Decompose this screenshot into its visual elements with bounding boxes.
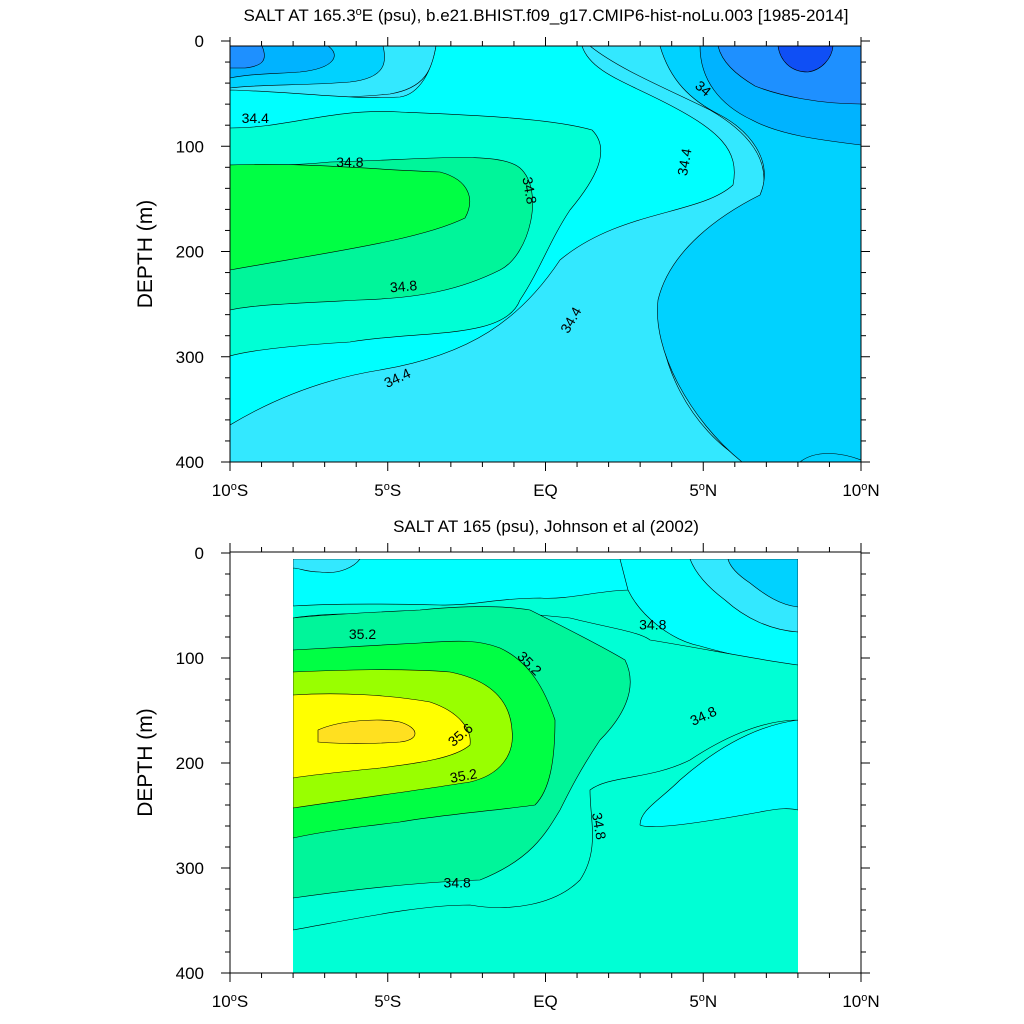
y-tick-label: 400 xyxy=(176,453,204,472)
contour-label: 34.8 xyxy=(589,811,610,841)
x-tick-label: 10oN xyxy=(842,481,879,500)
contour-label: 34.8 xyxy=(389,277,418,295)
panel-2-title: SALT AT 165 (psu), Johnson et al (2002) xyxy=(393,517,699,536)
x-tick-label: EQ xyxy=(533,992,558,1011)
contour-label: 34.4 xyxy=(674,147,695,177)
x-tick-label: 5oS xyxy=(374,481,401,500)
y-tick-label: 300 xyxy=(176,348,204,367)
panel-2-contours xyxy=(293,559,798,973)
salinity-band-34-6 xyxy=(293,559,631,607)
y-axis-label: DEPTH (m) xyxy=(134,200,157,309)
panel-1-title: SALT AT 165.3oE (psu), b.e21.BHIST.f09_g… xyxy=(244,6,849,25)
salinity-band-33-4 xyxy=(777,46,834,73)
salinity-band-34-0 xyxy=(657,46,861,462)
y-tick-label: 100 xyxy=(176,137,204,156)
x-tick-label: 5oN xyxy=(689,992,717,1011)
x-tick-label: 10oS xyxy=(212,992,248,1011)
x-tick-label: EQ xyxy=(533,481,558,500)
x-tick-label: 10oS xyxy=(212,481,248,500)
x-tick-label: 5oS xyxy=(374,992,401,1011)
contour-label: 34.8 xyxy=(444,875,471,891)
y-tick-label: 100 xyxy=(176,649,204,668)
y-tick-label: 200 xyxy=(176,754,204,773)
panel-1-axes: 10oS 5oS EQ 5oN 10oN 0 100 200 300 400 DEPTH (m) xyxy=(134,32,880,500)
panel-observed: SALT AT 165 (psu), Johnson et al (2002) xyxy=(134,517,880,1011)
y-axis-label: DEPTH (m) xyxy=(134,708,157,817)
contour-label: 34.8 xyxy=(519,176,540,206)
y-tick-label: 300 xyxy=(176,859,204,878)
y-tick-label: 200 xyxy=(176,243,204,262)
salinity-band-33-6 xyxy=(230,46,265,69)
salinity-band-34-4 xyxy=(293,559,361,573)
contour-label: 35.2 xyxy=(349,626,376,642)
panel-2-contour-labels: 35.235.234.835.634.835.234.834.8 xyxy=(349,616,719,890)
contour-label: 34.8 xyxy=(639,616,666,632)
salinity-band-35-8 xyxy=(317,719,416,744)
x-tick-label: 10oN xyxy=(842,992,879,1011)
y-tick-label: 400 xyxy=(176,964,204,983)
contour-label: 34.8 xyxy=(336,154,363,170)
y-tick-label: 0 xyxy=(195,32,204,51)
panel-model: SALT AT 165.3oE (psu), b.e21.BHIST.f09_g… xyxy=(134,6,880,500)
x-tick-label: 5oN xyxy=(689,481,717,500)
salinity-band-34-6 xyxy=(639,719,798,827)
y-tick-label: 0 xyxy=(195,544,204,563)
salinity-band-35-0 xyxy=(230,164,470,271)
contour-label: 35.2 xyxy=(449,765,479,786)
panel-1-contours xyxy=(230,46,861,462)
salinity-band-34-2 xyxy=(727,559,798,608)
contour-label: 34.4 xyxy=(242,110,269,126)
panel-2-axes: 10oS 5oS EQ 5oN 10oN 0 100 200 300 400 DEPTH (m) xyxy=(134,543,880,1011)
